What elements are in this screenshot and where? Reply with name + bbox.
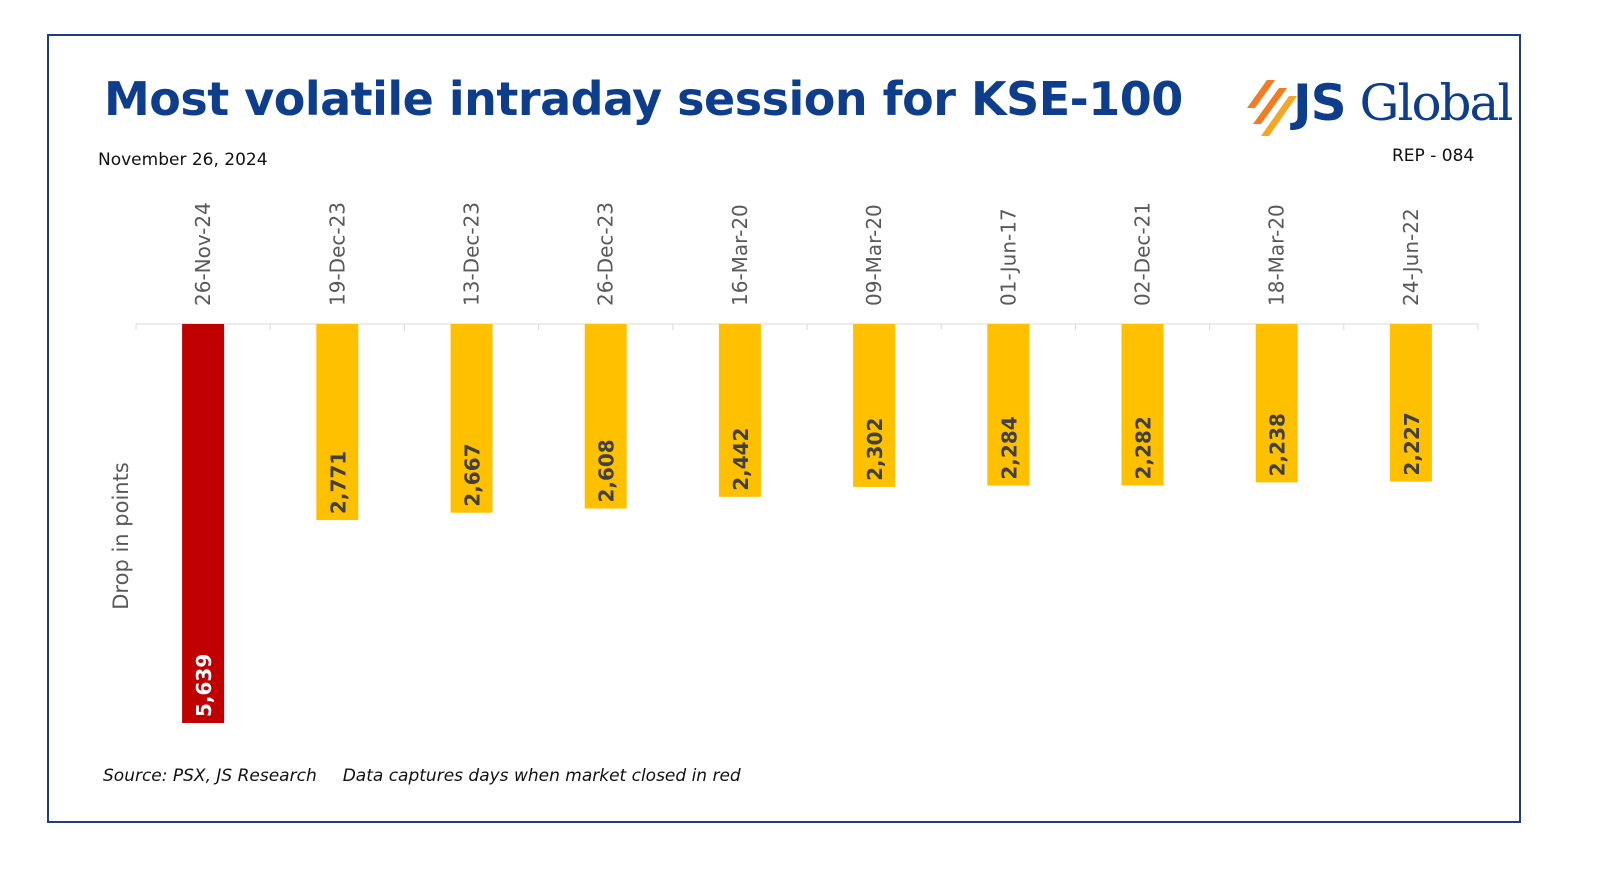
bar	[1255, 324, 1298, 483]
y-axis-label: Drop in points	[109, 462, 133, 610]
logo-wordmark-bold: JS	[1293, 74, 1347, 132]
bar	[987, 324, 1030, 486]
bar-data-label: 2,302	[863, 418, 887, 481]
bar-data-label: 2,667	[461, 443, 485, 506]
bar	[316, 324, 359, 521]
source-note: Source: PSX, JS Research	[103, 766, 317, 786]
bar-data-label: 2,608	[595, 439, 619, 502]
chart-frame	[47, 34, 1521, 823]
logo-wordmark: JS Global	[1293, 74, 1514, 132]
js-global-logo: JS Global	[1245, 74, 1513, 140]
bar-data-label: 2,771	[326, 451, 350, 514]
bar-data-label: 2,238	[1266, 413, 1290, 476]
bar	[718, 324, 761, 497]
chart-title: Most volatile intraday session for KSE-1…	[104, 72, 1183, 126]
bar	[1121, 324, 1164, 486]
chart-footer: Source: PSX, JS Research Data captures da…	[103, 766, 741, 786]
report-code: REP - 084	[1392, 146, 1475, 166]
bar	[853, 324, 896, 487]
category-tick-label: 01-Jun-17	[996, 208, 1020, 306]
bar-data-label: 2,282	[1132, 416, 1156, 479]
category-tick-label: 26-Nov-24	[191, 202, 215, 306]
bar	[450, 324, 493, 513]
bar-data-label: 2,227	[1400, 412, 1424, 475]
category-tick-label: 16-Mar-20	[728, 204, 752, 306]
data-note: Data captures days when market closed in…	[342, 766, 741, 786]
category-tick-label: 26-Dec-23	[594, 202, 618, 306]
report-date: November 26, 2024	[98, 150, 268, 170]
bar-data-label: 5,639	[192, 654, 216, 717]
bar	[182, 324, 225, 723]
bar	[584, 324, 627, 509]
category-tick-label: 18-Mar-20	[1265, 204, 1289, 306]
bar-data-label: 2,284	[997, 416, 1021, 479]
category-tick-label: 24-Jun-22	[1399, 208, 1423, 306]
bar-data-label: 2,442	[729, 428, 753, 491]
logo-stripes-icon	[1247, 80, 1297, 136]
category-tick-label: 02-Dec-21	[1131, 202, 1155, 306]
bar	[1389, 324, 1432, 482]
category-tick-label: 09-Mar-20	[862, 204, 886, 306]
category-tick-label: 13-Dec-23	[460, 202, 484, 306]
logo-wordmark-rest: Global	[1345, 74, 1514, 132]
category-tick-label: 19-Dec-23	[325, 202, 349, 306]
